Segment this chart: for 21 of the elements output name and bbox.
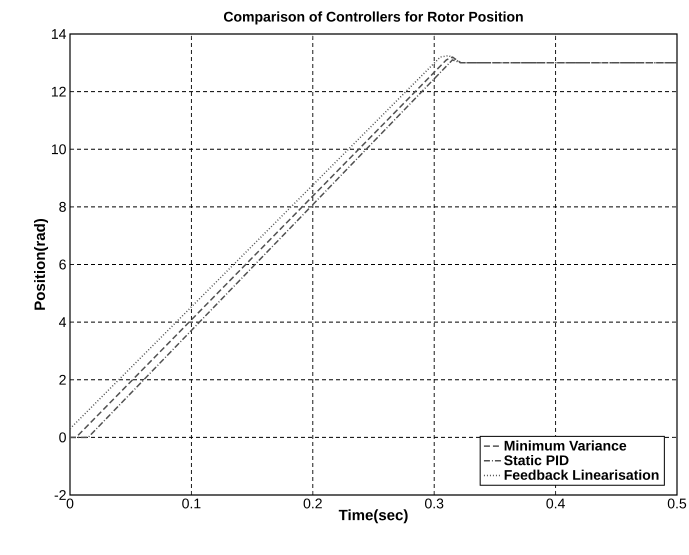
- x-axis-title: Time(sec): [338, 509, 408, 524]
- y-tick-label: 8: [59, 202, 66, 212]
- y-tick-label: 2: [59, 374, 66, 385]
- x-tick-label: 0: [66, 498, 74, 508]
- x-tick-label: 0.1: [182, 498, 200, 508]
- y-tick-label: 12: [52, 86, 66, 97]
- y-tick-label: 4: [58, 317, 66, 327]
- y-tick-label: 0: [59, 432, 66, 442]
- legend-label: Feedback Linearisation: [504, 470, 658, 480]
- x-tick-label: 0.4: [546, 498, 565, 508]
- x-tick-label: 0.2: [304, 498, 322, 508]
- legend-label: Static PID: [504, 454, 568, 466]
- chart-title: Comparison of Controllers for Rotor Position: [224, 11, 523, 24]
- y-axis-title: Position(rad): [34, 218, 48, 310]
- x-tick-label: 0.5: [668, 498, 686, 508]
- y-tick-label: 14: [52, 29, 66, 39]
- x-tick-label: 0.3: [425, 498, 444, 508]
- y-tick-label: 10: [52, 144, 66, 154]
- y-tick-label: 6: [59, 260, 66, 270]
- y-tick-label: -2: [54, 490, 66, 500]
- legend-label: Minimum Variance: [504, 440, 626, 451]
